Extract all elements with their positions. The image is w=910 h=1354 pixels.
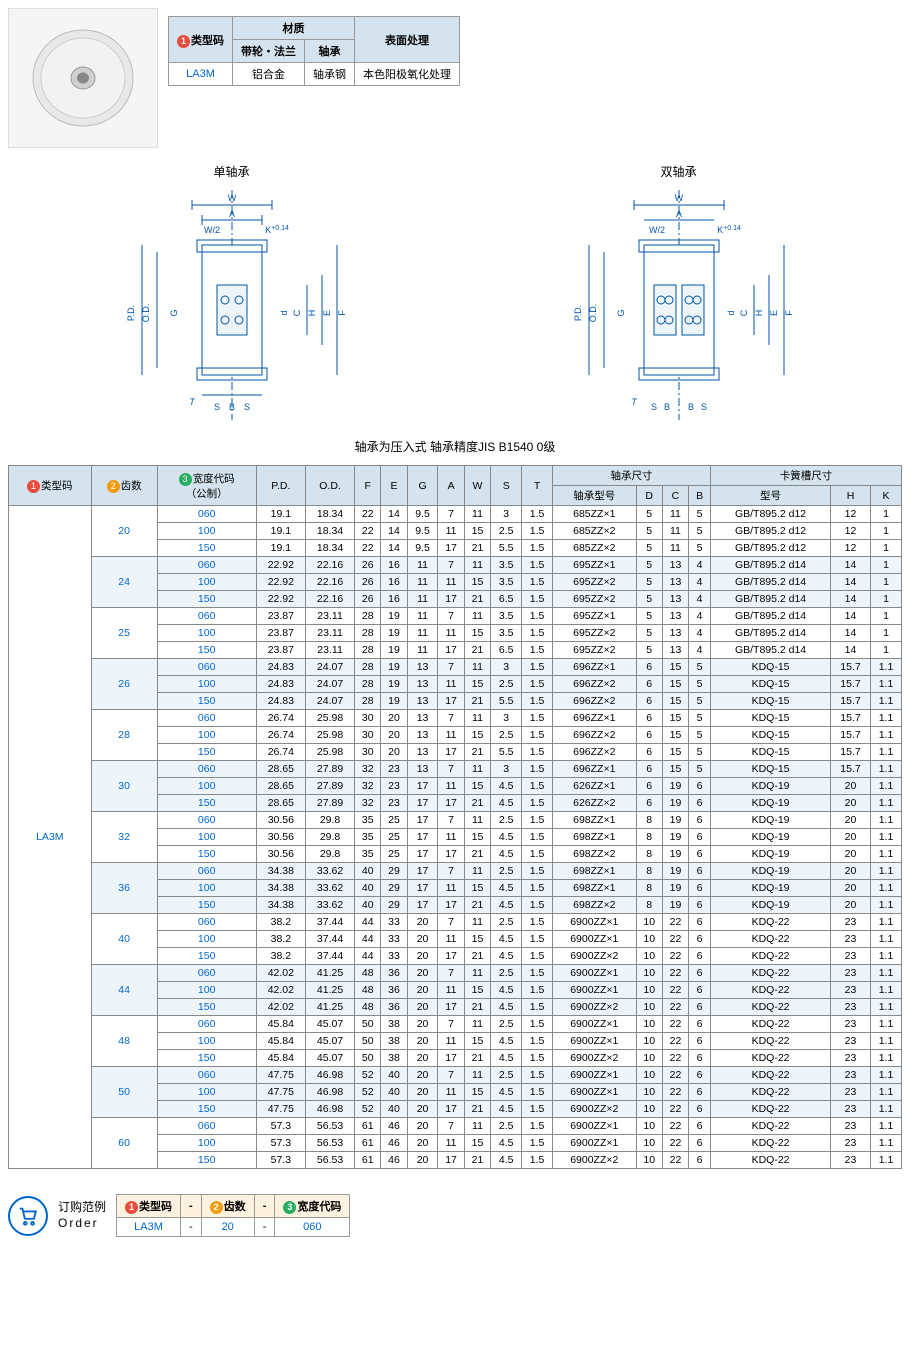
table-row: 3606034.3833.624029177112.51.5698ZZ×1819… bbox=[9, 863, 902, 880]
svg-text:A: A bbox=[228, 209, 234, 219]
table-row: 3006028.6527.8932231371131.5696ZZ×16155K… bbox=[9, 761, 902, 778]
svg-text:H: H bbox=[754, 310, 764, 317]
svg-text:A: A bbox=[675, 209, 681, 219]
order-title-en: Order bbox=[58, 1216, 106, 1232]
svg-text:K+0.14: K+0.14 bbox=[717, 225, 741, 235]
table-row: 6006057.356.536146207112.51.56900ZZ×1102… bbox=[9, 1118, 902, 1135]
table-row: 2606024.8324.0728191371131.5696ZZ×16155K… bbox=[9, 659, 902, 676]
svg-text:W: W bbox=[674, 193, 683, 203]
svg-text:P.D.: P.D. bbox=[573, 305, 583, 321]
svg-text:W/2: W/2 bbox=[203, 225, 219, 235]
svg-text:S: S bbox=[213, 402, 219, 412]
svg-text:E: E bbox=[769, 310, 779, 316]
diagram-single: W A W/2 K+0.14 P.D. O.D. G C d H E F T S… bbox=[82, 185, 382, 425]
table-row: 4406042.0241.254836207112.51.56900ZZ×110… bbox=[9, 965, 902, 982]
diagram-double: W A W/2 K+0.14 P.D. O.D. G C d H E F T S… bbox=[529, 185, 829, 425]
svg-text:d: d bbox=[279, 310, 289, 315]
table-row: 3206030.5629.83525177112.51.5698ZZ×18196… bbox=[9, 812, 902, 829]
teeth-cell: 48 bbox=[91, 1016, 157, 1067]
svg-text:O.D.: O.D. bbox=[588, 304, 598, 323]
bearing-note: 轴承为压入式 轴承精度JIS B1540 0级 bbox=[8, 438, 902, 455]
diagram-double-title: 双轴承 bbox=[529, 163, 829, 180]
teeth-cell: 26 bbox=[91, 659, 157, 710]
order-title: 订购范例 bbox=[58, 1200, 106, 1216]
svg-text:S: S bbox=[700, 402, 706, 412]
teeth-cell: 60 bbox=[91, 1118, 157, 1169]
svg-text:F: F bbox=[784, 310, 794, 316]
teeth-cell: 30 bbox=[91, 761, 157, 812]
cart-icon bbox=[8, 1196, 48, 1236]
svg-text:C: C bbox=[739, 309, 749, 316]
teeth-cell: 32 bbox=[91, 812, 157, 863]
svg-text:G: G bbox=[169, 309, 179, 316]
table-row: 5006047.7546.985240207112.51.56900ZZ×110… bbox=[9, 1067, 902, 1084]
svg-text:E: E bbox=[322, 310, 332, 316]
teeth-cell: 25 bbox=[91, 608, 157, 659]
table-row: LA3M2006019.118.3422149.571131.5685ZZ×15… bbox=[9, 506, 902, 523]
svg-text:S: S bbox=[650, 402, 656, 412]
svg-text:K+0.14: K+0.14 bbox=[265, 225, 289, 235]
table-row: 2506023.8723.112819117113.51.5695ZZ×1513… bbox=[9, 608, 902, 625]
teeth-cell: 36 bbox=[91, 863, 157, 914]
svg-text:d: d bbox=[726, 310, 736, 315]
svg-text:T: T bbox=[189, 397, 196, 407]
order-example: 订购范例 Order 1类型码 - 2齿数 - 3宽度代码 LA3M - 20 … bbox=[8, 1194, 902, 1237]
type-code-col: LA3M bbox=[9, 506, 92, 1169]
svg-text:W: W bbox=[227, 193, 236, 203]
order-table: 1类型码 - 2齿数 - 3宽度代码 LA3M - 20 - 060 bbox=[116, 1194, 350, 1237]
type-code-cell: LA3M bbox=[169, 63, 233, 86]
table-row: 4806045.8445.075038207112.51.56900ZZ×110… bbox=[9, 1016, 902, 1033]
diagram-row: 单轴承 W A W/2 K+0.14 P.D. bbox=[8, 163, 902, 423]
teeth-cell: 28 bbox=[91, 710, 157, 761]
product-image bbox=[8, 8, 158, 148]
svg-text:O.D.: O.D. bbox=[141, 304, 151, 323]
svg-text:T: T bbox=[631, 397, 638, 407]
svg-text:B: B bbox=[663, 402, 669, 412]
teeth-cell: 44 bbox=[91, 965, 157, 1016]
teeth-cell: 50 bbox=[91, 1067, 157, 1118]
table-row: 2406022.9222.162616117113.51.5695ZZ×1513… bbox=[9, 557, 902, 574]
svg-text:W/2: W/2 bbox=[648, 225, 664, 235]
diagram-single-title: 单轴承 bbox=[82, 163, 382, 180]
svg-text:H: H bbox=[307, 310, 317, 317]
material-table: 1类型码 材质 表面处理 带轮・法兰 轴承 LA3M 铝合金 轴承钢 本色阳极氧… bbox=[168, 16, 460, 86]
svg-text:B: B bbox=[228, 402, 234, 412]
svg-text:S: S bbox=[243, 402, 249, 412]
teeth-cell: 20 bbox=[91, 506, 157, 557]
spec-table: 1类型码 2齿数 3宽度代码 （公制） P.D. O.D. F E G A W … bbox=[8, 465, 902, 1169]
table-row: 4006038.237.444433207112.51.56900ZZ×1102… bbox=[9, 914, 902, 931]
svg-text:B: B bbox=[687, 402, 693, 412]
svg-text:G: G bbox=[616, 309, 626, 316]
svg-text:F: F bbox=[337, 310, 347, 316]
teeth-cell: 40 bbox=[91, 914, 157, 965]
teeth-cell: 24 bbox=[91, 557, 157, 608]
table-row: 2806026.7425.9830201371131.5696ZZ×16155K… bbox=[9, 710, 902, 727]
svg-text:C: C bbox=[292, 309, 302, 316]
svg-text:P.D.: P.D. bbox=[126, 305, 136, 321]
